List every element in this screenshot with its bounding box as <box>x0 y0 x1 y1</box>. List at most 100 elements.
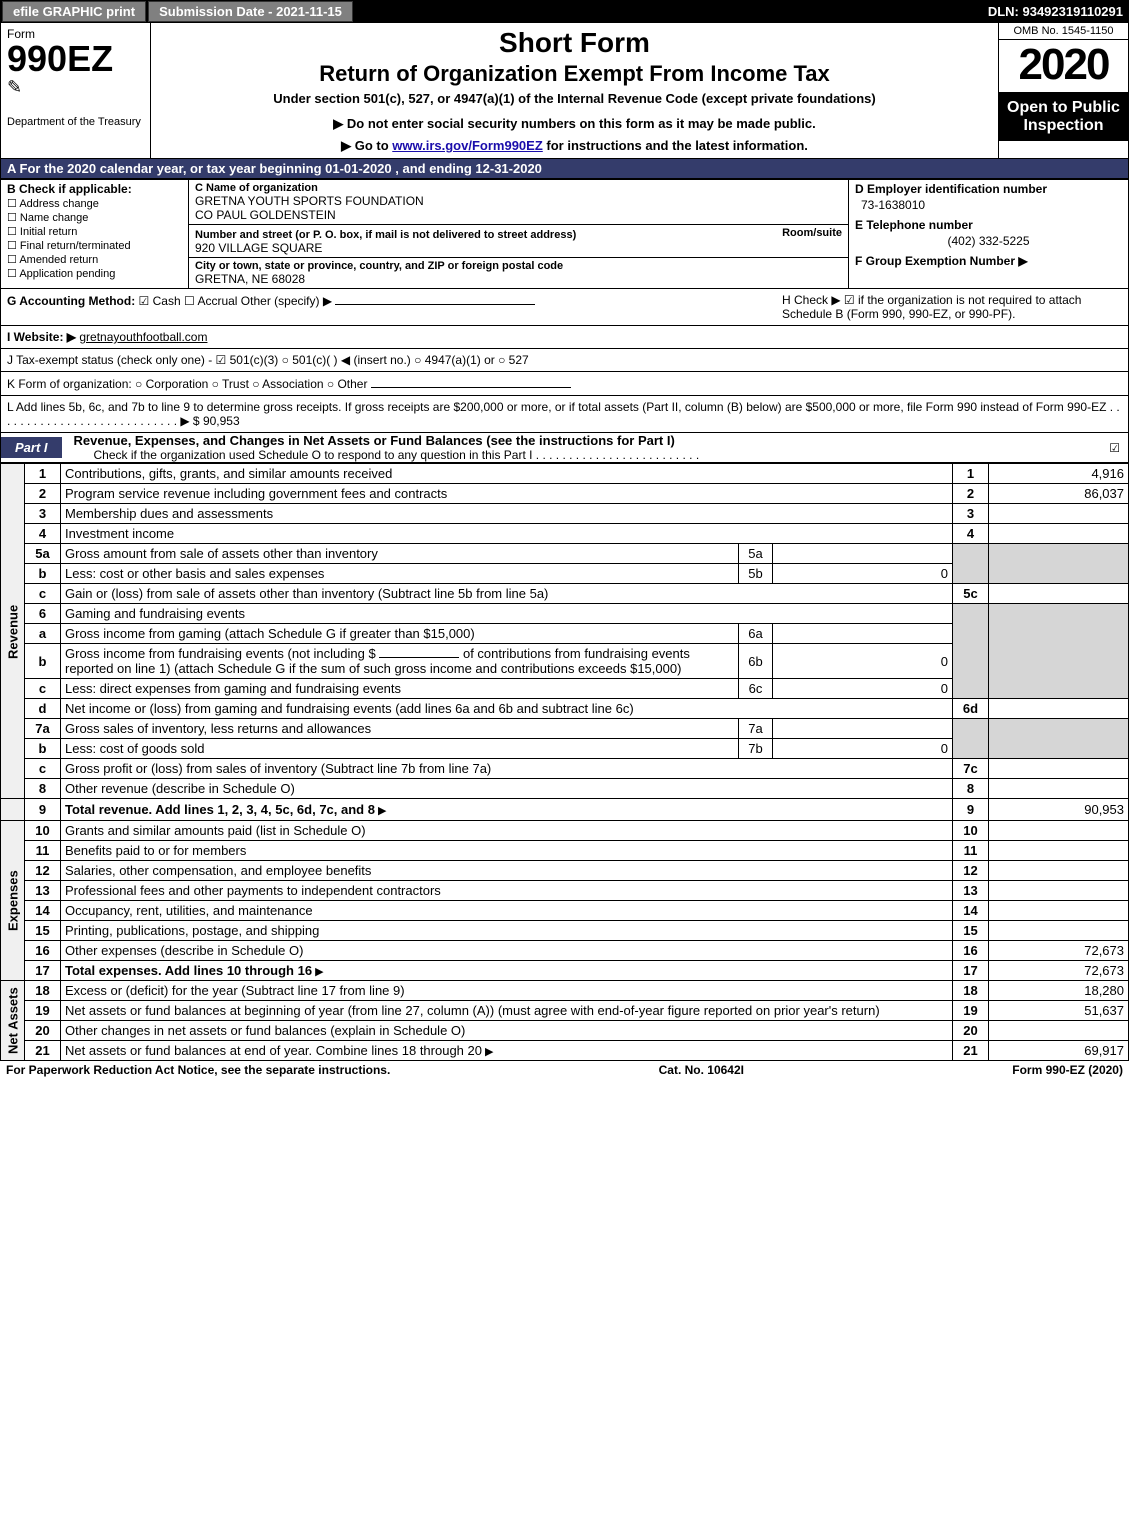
line-10-desc: Grants and similar amounts paid (list in… <box>65 823 366 838</box>
l-label: L Add lines 5b, 6c, and 7b to line 9 to … <box>7 400 1120 428</box>
short-form-title: Short Form <box>159 27 990 59</box>
line-11-rnum: 11 <box>953 841 989 861</box>
line-12-num: 12 <box>25 861 61 881</box>
line-6b-mval: 0 <box>773 644 953 679</box>
f-group-exempt-label: F Group Exemption Number ▶ <box>855 254 1122 268</box>
net-assets-side-label: Net Assets <box>1 981 25 1061</box>
line-10-num: 10 <box>25 821 61 841</box>
line-13-rnum: 13 <box>953 881 989 901</box>
top-bar: efile GRAPHIC print Submission Date - 20… <box>0 0 1129 22</box>
line-5c-rnum: 5c <box>953 584 989 604</box>
line-6-num: 6 <box>25 604 61 624</box>
line-5b-desc: Less: cost or other basis and sales expe… <box>65 566 324 581</box>
cash-checkbox[interactable]: Cash <box>139 294 181 308</box>
line-5c-desc: Gain or (loss) from sale of assets other… <box>65 586 548 601</box>
info-block: B Check if applicable: Address change Na… <box>0 179 1129 289</box>
line-5c-rval <box>989 584 1129 604</box>
line-21-rval: 69,917 <box>989 1041 1129 1061</box>
goto-suffix: for instructions and the latest informat… <box>546 138 807 153</box>
line-14-num: 14 <box>25 901 61 921</box>
line-17-desc: Total expenses. Add lines 10 through 16 <box>65 963 312 978</box>
other-specify-field[interactable] <box>335 293 535 305</box>
line-5b-mval: 0 <box>773 564 953 584</box>
line-17-rnum: 17 <box>953 961 989 981</box>
line-16-num: 16 <box>25 941 61 961</box>
line-4-num: 4 <box>25 524 61 544</box>
irs-link[interactable]: www.irs.gov/Form990EZ <box>392 138 543 153</box>
amended-return-checkbox[interactable]: Amended return <box>7 253 182 266</box>
k-label: K Form of organization: ○ Corporation ○ … <box>7 377 367 391</box>
part-i-box: Part I <box>1 437 62 458</box>
schedule-o-checkbox[interactable]: ☑ <box>1109 441 1128 455</box>
line-17-rval: 72,673 <box>989 961 1129 981</box>
org-name: GRETNA YOUTH SPORTS FOUNDATION <box>195 194 842 208</box>
e-phone-label: E Telephone number <box>855 218 1122 232</box>
goto-prefix: ▶ Go to <box>341 138 392 153</box>
line-6d-num: d <box>25 699 61 719</box>
footer-right: Form 990-EZ (2020) <box>1012 1063 1123 1077</box>
line-14-rval <box>989 901 1129 921</box>
line-15-num: 15 <box>25 921 61 941</box>
line-7a-mnum: 7a <box>739 719 773 739</box>
accrual-checkbox[interactable]: Accrual <box>184 294 237 308</box>
room-label: Room/suite <box>782 227 842 239</box>
line-16-rval: 72,673 <box>989 941 1129 961</box>
section-a-taxyear: A For the 2020 calendar year, or tax yea… <box>0 159 1129 179</box>
website-block: I Website: ▶ gretnayouthfootball.com <box>0 326 1129 349</box>
form-number: 990EZ <box>7 41 144 77</box>
line-6b-desc1: Gross income from fundraising events (no… <box>65 646 376 661</box>
line-15-rval <box>989 921 1129 941</box>
revenue-side-label: Revenue <box>1 464 25 799</box>
line-7c-desc: Gross profit or (loss) from sales of inv… <box>65 761 491 776</box>
line-21-desc: Net assets or fund balances at end of ye… <box>65 1043 482 1058</box>
address-change-checkbox[interactable]: Address change <box>7 197 182 210</box>
line-11-num: 11 <box>25 841 61 861</box>
line-5c-num: c <box>25 584 61 604</box>
line-3-desc: Membership dues and assessments <box>65 506 273 521</box>
efile-print-button[interactable]: efile GRAPHIC print <box>2 1 146 22</box>
line-12-desc: Salaries, other compensation, and employ… <box>65 863 371 878</box>
line-8-num: 8 <box>25 779 61 799</box>
city-label: City or town, state or province, country… <box>195 260 842 272</box>
care-of: CO PAUL GOLDENSTEIN <box>195 208 842 222</box>
line-6a-mval <box>773 624 953 644</box>
name-change-checkbox[interactable]: Name change <box>7 211 182 224</box>
line-5a-num: 5a <box>25 544 61 564</box>
part-i-title: Revenue, Expenses, and Changes in Net As… <box>74 433 700 448</box>
line-16-desc: Other expenses (describe in Schedule O) <box>65 943 303 958</box>
line-15-rnum: 15 <box>953 921 989 941</box>
dept-treasury: Department of the Treasury <box>7 116 144 128</box>
line-12-rnum: 12 <box>953 861 989 881</box>
line-1-desc: Contributions, gifts, grants, and simila… <box>65 466 392 481</box>
line-20-rval <box>989 1021 1129 1041</box>
k-other-field[interactable] <box>371 376 571 388</box>
c-name-label: C Name of organization <box>195 182 842 194</box>
k-form-org-block: K Form of organization: ○ Corporation ○ … <box>0 372 1129 396</box>
line-20-rnum: 20 <box>953 1021 989 1041</box>
line-1-rval: 4,916 <box>989 464 1129 484</box>
line-7c-num: c <box>25 759 61 779</box>
final-return-checkbox[interactable]: Final return/terminated <box>7 239 182 252</box>
application-pending-checkbox[interactable]: Application pending <box>7 267 182 280</box>
website-link[interactable]: gretnayouthfootball.com <box>79 330 207 344</box>
subtitle: Under section 501(c), 527, or 4947(a)(1)… <box>159 91 990 106</box>
line-6b-amount-field[interactable] <box>379 646 459 658</box>
line-13-rval <box>989 881 1129 901</box>
initial-return-checkbox[interactable]: Initial return <box>7 225 182 238</box>
main-title: Return of Organization Exempt From Incom… <box>159 61 990 87</box>
submission-date-button[interactable]: Submission Date - 2021-11-15 <box>148 1 353 22</box>
line-2-rval: 86,037 <box>989 484 1129 504</box>
line-5a-desc: Gross amount from sale of assets other t… <box>65 546 378 561</box>
line-6c-desc: Less: direct expenses from gaming and fu… <box>65 681 401 696</box>
b-check-label: B Check if applicable: <box>7 182 182 196</box>
street-value: 920 VILLAGE SQUARE <box>195 241 842 255</box>
line-2-desc: Program service revenue including govern… <box>65 486 447 501</box>
line-6d-rnum: 6d <box>953 699 989 719</box>
i-label: I Website: ▶ <box>7 330 76 344</box>
line-9-rnum: 9 <box>953 799 989 821</box>
line-8-rval <box>989 779 1129 799</box>
line-7a-desc: Gross sales of inventory, less returns a… <box>65 721 371 736</box>
line-4-rval <box>989 524 1129 544</box>
line-6c-num: c <box>25 679 61 699</box>
line-6b-mnum: 6b <box>739 644 773 679</box>
